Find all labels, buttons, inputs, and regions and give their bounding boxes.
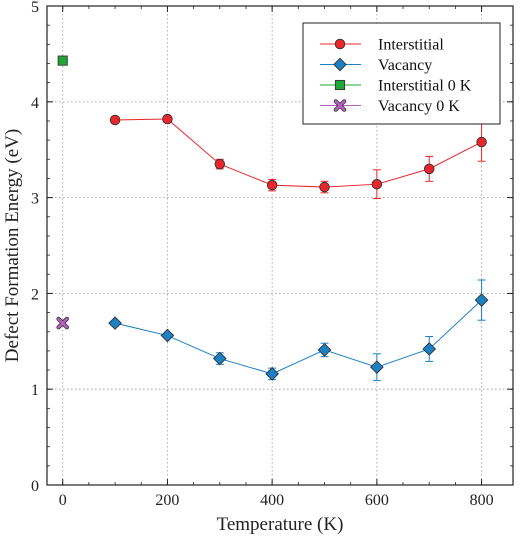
x-tick-label: 600 (365, 492, 389, 509)
legend-item-vacancy: Vacancy (320, 57, 432, 74)
legend-marker (334, 38, 346, 50)
legend-label: Interstitial 0 K (378, 78, 472, 95)
y-tick-label: 2 (31, 286, 39, 303)
x-axis-label: Temperature (K) (217, 514, 344, 535)
legend: Interstitial Vacancy Interstitial 0 K Vacan… (302, 22, 501, 125)
data-point-interstitial (423, 163, 435, 175)
data-point-interstitial (319, 181, 330, 193)
legend-item-interstitial: Interstitial (320, 37, 444, 54)
data-point-vacancy (212, 351, 227, 366)
data-point-vacancy (370, 360, 384, 375)
data-point-interstitial-0-k (57, 55, 68, 66)
legend-marker (334, 79, 346, 91)
legend-label: Interstitial (378, 37, 444, 54)
legend-marker (333, 99, 347, 112)
y-tick-label: 4 (31, 95, 39, 112)
data-point-vacancy (422, 342, 437, 356)
data-point-interstitial (371, 178, 383, 190)
y-tick-label: 0 (31, 478, 39, 495)
series-vacancy-0-k (56, 316, 70, 330)
data-point-interstitial (162, 113, 173, 125)
y-tick-label: 1 (31, 382, 39, 399)
x-tick-label: 200 (155, 492, 179, 509)
data-point-interstitial (109, 114, 121, 126)
x-tick-label: 800 (470, 492, 494, 509)
data-point-vacancy (160, 328, 175, 343)
y-tick-label: 5 (31, 0, 39, 16)
x-tick-label: 0 (59, 492, 67, 509)
x-tick-label: 400 (260, 492, 284, 509)
x-marker-stroke (57, 317, 69, 329)
data-point-interstitial (266, 179, 278, 191)
data-point-vacancy (317, 343, 332, 357)
series-interstitial-0-k (57, 55, 68, 66)
data-point-vacancy (265, 367, 279, 381)
legend-item-vacancy-0-k: Vacancy 0 K (320, 98, 460, 115)
series-line-vacancy (114, 299, 482, 375)
y-tick-label: 3 (31, 191, 39, 208)
data-point-interstitial (476, 136, 487, 148)
series-line-interstitial (115, 118, 482, 188)
series-vacancy (108, 279, 489, 382)
data-point-vacancy (474, 293, 489, 307)
data-point-interstitial (214, 158, 226, 170)
x-marker-stroke (334, 100, 346, 111)
legend-item-interstitial-0-k: Interstitial 0 K (320, 78, 472, 95)
legend-label: Vacancy 0 K (378, 98, 460, 115)
y-axis-label: Defect Formation Energy (eV) (2, 129, 23, 362)
legend-marker (333, 57, 347, 72)
plot-frame (46, 5, 514, 486)
legend-label: Vacancy (378, 57, 432, 74)
data-point-vacancy-0-k (56, 316, 70, 330)
data-point-vacancy (108, 316, 122, 330)
